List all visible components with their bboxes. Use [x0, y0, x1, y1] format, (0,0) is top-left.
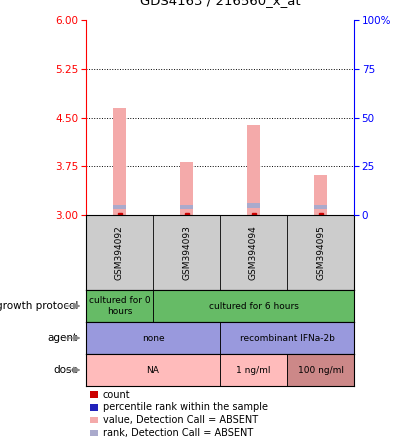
Bar	[153, 290, 354, 322]
Text: percentile rank within the sample: percentile rank within the sample	[103, 402, 268, 412]
Text: rank, Detection Call = ABSENT: rank, Detection Call = ABSENT	[103, 428, 253, 438]
Bar	[220, 354, 287, 386]
Text: GSM394095: GSM394095	[316, 225, 325, 280]
Text: GDS4163 / 216560_x_at: GDS4163 / 216560_x_at	[140, 0, 300, 8]
Bar	[114, 108, 126, 215]
Bar	[287, 354, 354, 386]
Text: count: count	[103, 389, 130, 400]
Bar	[180, 162, 192, 215]
Text: cultured for 0
hours: cultured for 0 hours	[89, 296, 150, 316]
Text: none: none	[142, 333, 164, 342]
Bar	[86, 322, 220, 354]
Text: dose: dose	[53, 365, 78, 375]
Bar	[248, 203, 260, 207]
Text: GSM394093: GSM394093	[182, 225, 191, 280]
Bar	[248, 125, 260, 215]
Text: recombinant IFNa-2b: recombinant IFNa-2b	[240, 333, 334, 342]
Bar	[314, 205, 326, 210]
Bar	[114, 205, 126, 210]
Bar	[86, 290, 153, 322]
Text: value, Detection Call = ABSENT: value, Detection Call = ABSENT	[103, 415, 258, 425]
Text: 100 ng/ml: 100 ng/ml	[298, 365, 344, 374]
Text: GSM394092: GSM394092	[115, 225, 124, 280]
Text: growth protocol: growth protocol	[0, 301, 78, 311]
Text: 1 ng/ml: 1 ng/ml	[236, 365, 271, 374]
Bar	[314, 174, 326, 215]
Text: NA: NA	[146, 365, 160, 374]
Text: agent: agent	[48, 333, 78, 343]
Text: GSM394094: GSM394094	[249, 225, 258, 280]
Text: cultured for 6 hours: cultured for 6 hours	[208, 301, 298, 310]
Bar	[180, 205, 192, 210]
Bar	[220, 322, 354, 354]
Bar	[86, 354, 220, 386]
